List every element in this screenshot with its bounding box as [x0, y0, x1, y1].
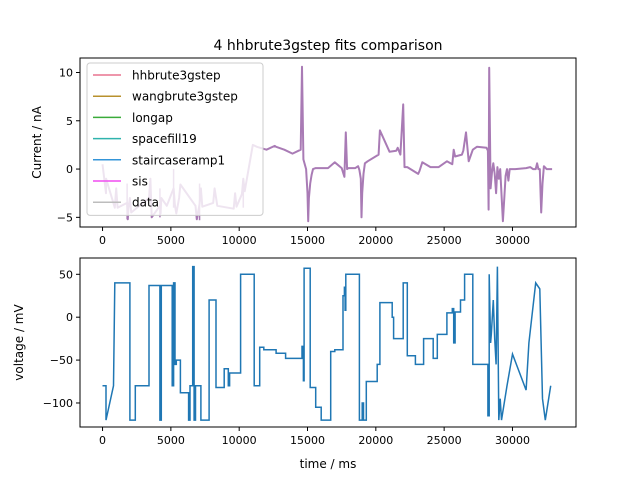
legend-box	[86, 62, 264, 216]
figure-title: 4 hhbrute3gstep fits comparison	[213, 38, 442, 54]
legend-label: staircaseramp1	[132, 153, 225, 167]
current-x-tick-label: 20000	[358, 234, 393, 247]
legend-label: hhbrute3gstep	[132, 69, 221, 83]
voltage-traces	[102, 265, 552, 421]
voltage-y-tick-label: 50	[59, 268, 73, 281]
voltage-y-axis-label: voltage / mV	[12, 304, 26, 381]
voltage-y-tick-label: 0	[66, 311, 73, 324]
current-y-tick-label: 5	[66, 115, 73, 128]
current-x-tick-label: 15000	[290, 234, 325, 247]
current-y-tick-label: −5	[57, 211, 73, 224]
voltage-x-tick-label: 10000	[222, 434, 257, 447]
legend-label: wangbrute3gstep	[132, 90, 238, 104]
voltage-x-tick-label: 5000	[157, 434, 185, 447]
current-panel: 0 5000 10000 15000 20000 25000 30000 −5 0 5 10 Cur…	[30, 57, 577, 247]
current-x-tick-label: 0	[99, 234, 106, 247]
current-x-tick-label: 25000	[427, 234, 462, 247]
current-axes-frame	[79, 57, 577, 228]
voltage-x-tick-label: 15000	[290, 434, 325, 447]
voltage-plot-area	[80, 258, 576, 427]
legend-label: sis	[132, 175, 148, 189]
time-x-axis-label: time / ms	[300, 457, 357, 471]
voltage-axes-frame	[79, 257, 577, 428]
current-x-tick-label: 10000	[222, 234, 257, 247]
voltage-x-tick-label: 20000	[358, 434, 393, 447]
current-y-axis-label: Current / nA	[30, 105, 44, 178]
legend-label: spacefill19	[132, 132, 197, 146]
current-x-tick-label: 30000	[495, 234, 530, 247]
voltage-y-tick-label: −50	[50, 354, 73, 367]
voltage-x-tick-label: 0	[99, 434, 106, 447]
voltage-trace-line	[102, 265, 552, 421]
voltage-x-tick-label: 30000	[495, 434, 530, 447]
current-y-tick-label: 10	[59, 66, 73, 79]
legend: hhbrute3gstep wangbrute3gstep longap spacef…	[86, 62, 264, 216]
current-x-tick-label: 5000	[157, 234, 185, 247]
voltage-panel: 0 5000 10000 15000 20000 25000 30000 −100 −50 0 50…	[12, 257, 577, 471]
legend-label: data	[132, 196, 159, 210]
current-y-tick-label: 0	[66, 163, 73, 176]
voltage-x-tick-label: 25000	[427, 434, 462, 447]
current-ticks: 0 5000 10000 15000 20000 25000 30000 −5 0 5 10	[57, 66, 530, 247]
legend-label: longap	[132, 111, 173, 125]
voltage-ticks: 0 5000 10000 15000 20000 25000 30000 −100 −50 0 50	[43, 268, 530, 447]
voltage-y-tick-label: −100	[43, 397, 73, 410]
